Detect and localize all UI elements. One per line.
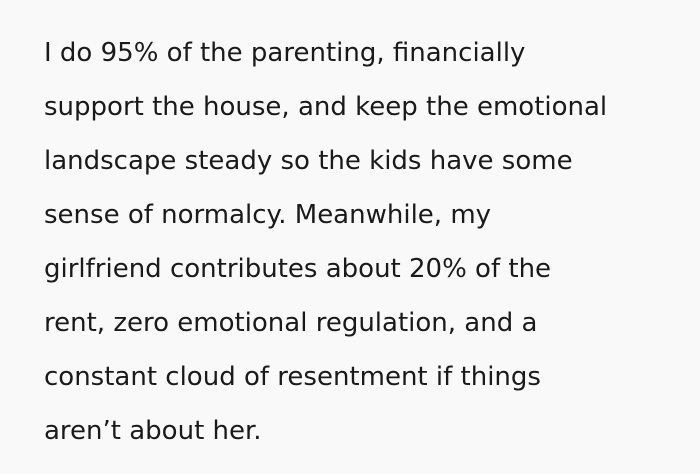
text-line: rent, zero emotional regulation, and a (44, 308, 538, 338)
text-line: aren’t about her. (44, 416, 262, 446)
text-line: sense of normalcy. Meanwhile, my (44, 200, 492, 230)
text-line: constant cloud of resentment if things (44, 362, 541, 392)
text-line: support the house, and keep the emotiona… (44, 92, 608, 122)
text-line: I do 95% of the parenting, financially (44, 38, 526, 68)
text-line: girlfriend contributes about 20% of the (44, 254, 552, 284)
text-line: landscape steady so the kids have some (44, 146, 573, 176)
post-text: I do 95% of the parenting, financially s… (44, 26, 684, 458)
